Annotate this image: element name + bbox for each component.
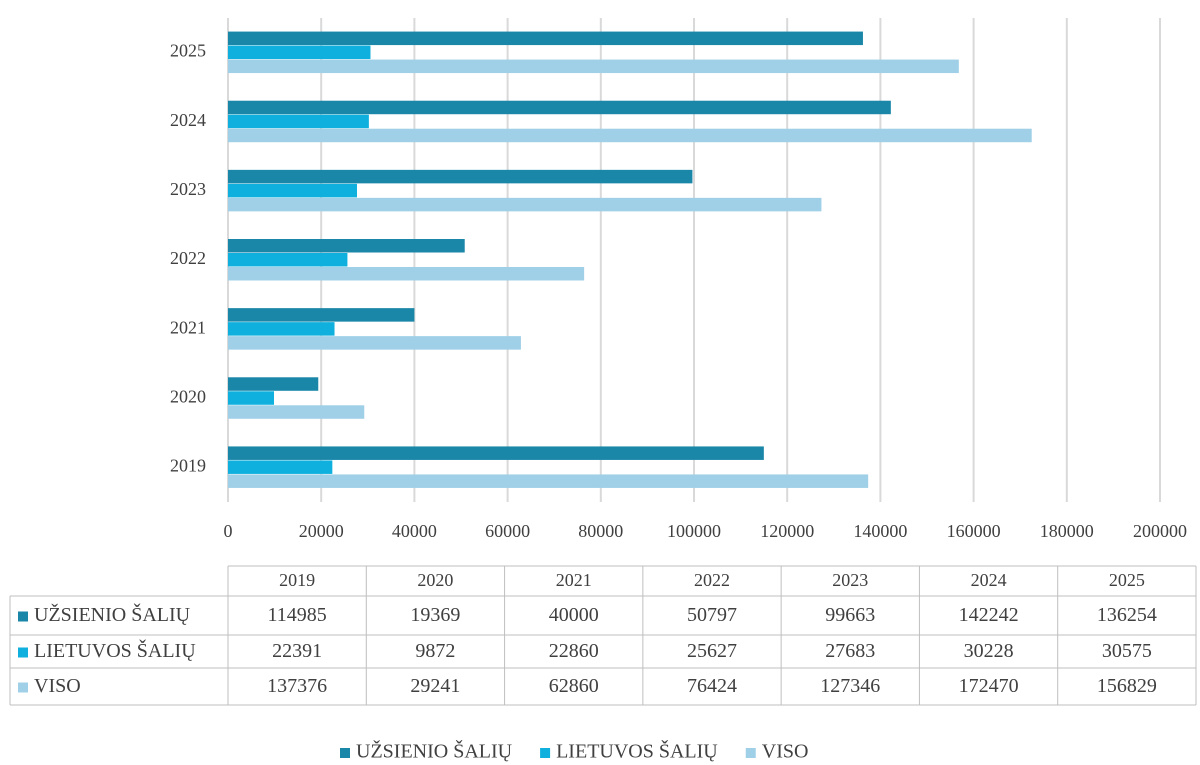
bar (228, 197, 822, 212)
bar (228, 446, 764, 460)
table-cell: 22391 (272, 640, 322, 662)
table-header: 2025 (1109, 570, 1145, 590)
table-header: 2019 (279, 570, 315, 590)
table-cell: 30228 (964, 640, 1014, 662)
table-cell: 40000 (549, 604, 599, 626)
y-tick-label: 2020 (170, 386, 206, 406)
bar (228, 169, 693, 184)
bar (228, 114, 369, 129)
legend-label: VISO (762, 741, 809, 763)
table-cell: 172470 (959, 675, 1019, 697)
bar (228, 183, 358, 198)
legend-key (18, 611, 28, 622)
x-tick-label: 180000 (1040, 521, 1094, 541)
table-row-label: VISO (34, 675, 81, 697)
table-cell: 25627 (687, 640, 737, 662)
x-tick-label: 40000 (392, 521, 437, 541)
table-cell: 29241 (410, 675, 460, 697)
bar (228, 31, 863, 46)
table-header: 2022 (694, 570, 730, 590)
bar (228, 253, 348, 267)
legend-label: LIETUVOS ŠALIŲ (556, 739, 718, 763)
x-tick-label: 200000 (1133, 521, 1187, 541)
table-cell: 142242 (959, 604, 1019, 626)
legend-key (745, 748, 756, 758)
x-tick-label: 0 (224, 521, 233, 541)
x-tick-label: 160000 (947, 521, 1001, 541)
table-cell: 137376 (267, 675, 327, 697)
table-header: 2020 (417, 570, 453, 590)
legend-key (540, 748, 551, 758)
y-tick-label: 2021 (170, 317, 206, 337)
table-cell: 76424 (687, 675, 737, 697)
table-cell: 127346 (820, 675, 880, 697)
bar (228, 308, 415, 322)
x-tick-label: 120000 (760, 521, 814, 541)
table-cell: 156829 (1097, 675, 1157, 697)
table-header: 2021 (556, 570, 592, 590)
table-cell: 30575 (1102, 640, 1152, 662)
x-tick-label: 100000 (667, 521, 721, 541)
y-tick-label: 2025 (170, 41, 206, 61)
bar (228, 336, 521, 350)
y-tick-label: 2023 (170, 179, 206, 199)
table-cell: 62860 (549, 675, 599, 697)
x-tick-label: 140000 (853, 521, 907, 541)
bar (228, 267, 585, 281)
table-cell: 27683 (825, 640, 875, 662)
y-tick-label: 2022 (170, 248, 206, 268)
bar (228, 45, 371, 60)
bar (228, 239, 465, 253)
y-tick-label: 2019 (170, 456, 206, 476)
bar (228, 405, 365, 419)
legend-key (340, 748, 350, 758)
table-cell: 22860 (549, 640, 599, 662)
bar (228, 460, 333, 474)
y-tick-label: 2024 (170, 110, 206, 130)
bar (228, 377, 319, 391)
table-cell: 99663 (825, 604, 875, 626)
x-tick-label: 80000 (578, 521, 623, 541)
bar (228, 391, 275, 405)
table-cell: 50797 (687, 604, 737, 626)
bar (228, 59, 959, 74)
table-row-label: UŽSIENIO ŠALIŲ (34, 602, 191, 626)
table-header: 2023 (832, 570, 868, 590)
x-tick-label: 60000 (485, 521, 530, 541)
table-header: 2024 (971, 570, 1007, 590)
table-row-label: LIETUVOS ŠALIŲ (34, 638, 196, 662)
bar (228, 100, 891, 115)
table-cell: 19369 (410, 604, 460, 626)
bar (228, 474, 869, 488)
legend-key (18, 647, 28, 658)
x-tick-label: 20000 (299, 521, 344, 541)
bar (228, 322, 335, 336)
legend-label: UŽSIENIO ŠALIŲ (356, 739, 513, 763)
bar (228, 128, 1032, 143)
table-cell: 136254 (1097, 604, 1157, 626)
table-cell: 114985 (268, 604, 327, 626)
legend-key (18, 682, 28, 693)
table-cell: 9872 (415, 640, 455, 662)
